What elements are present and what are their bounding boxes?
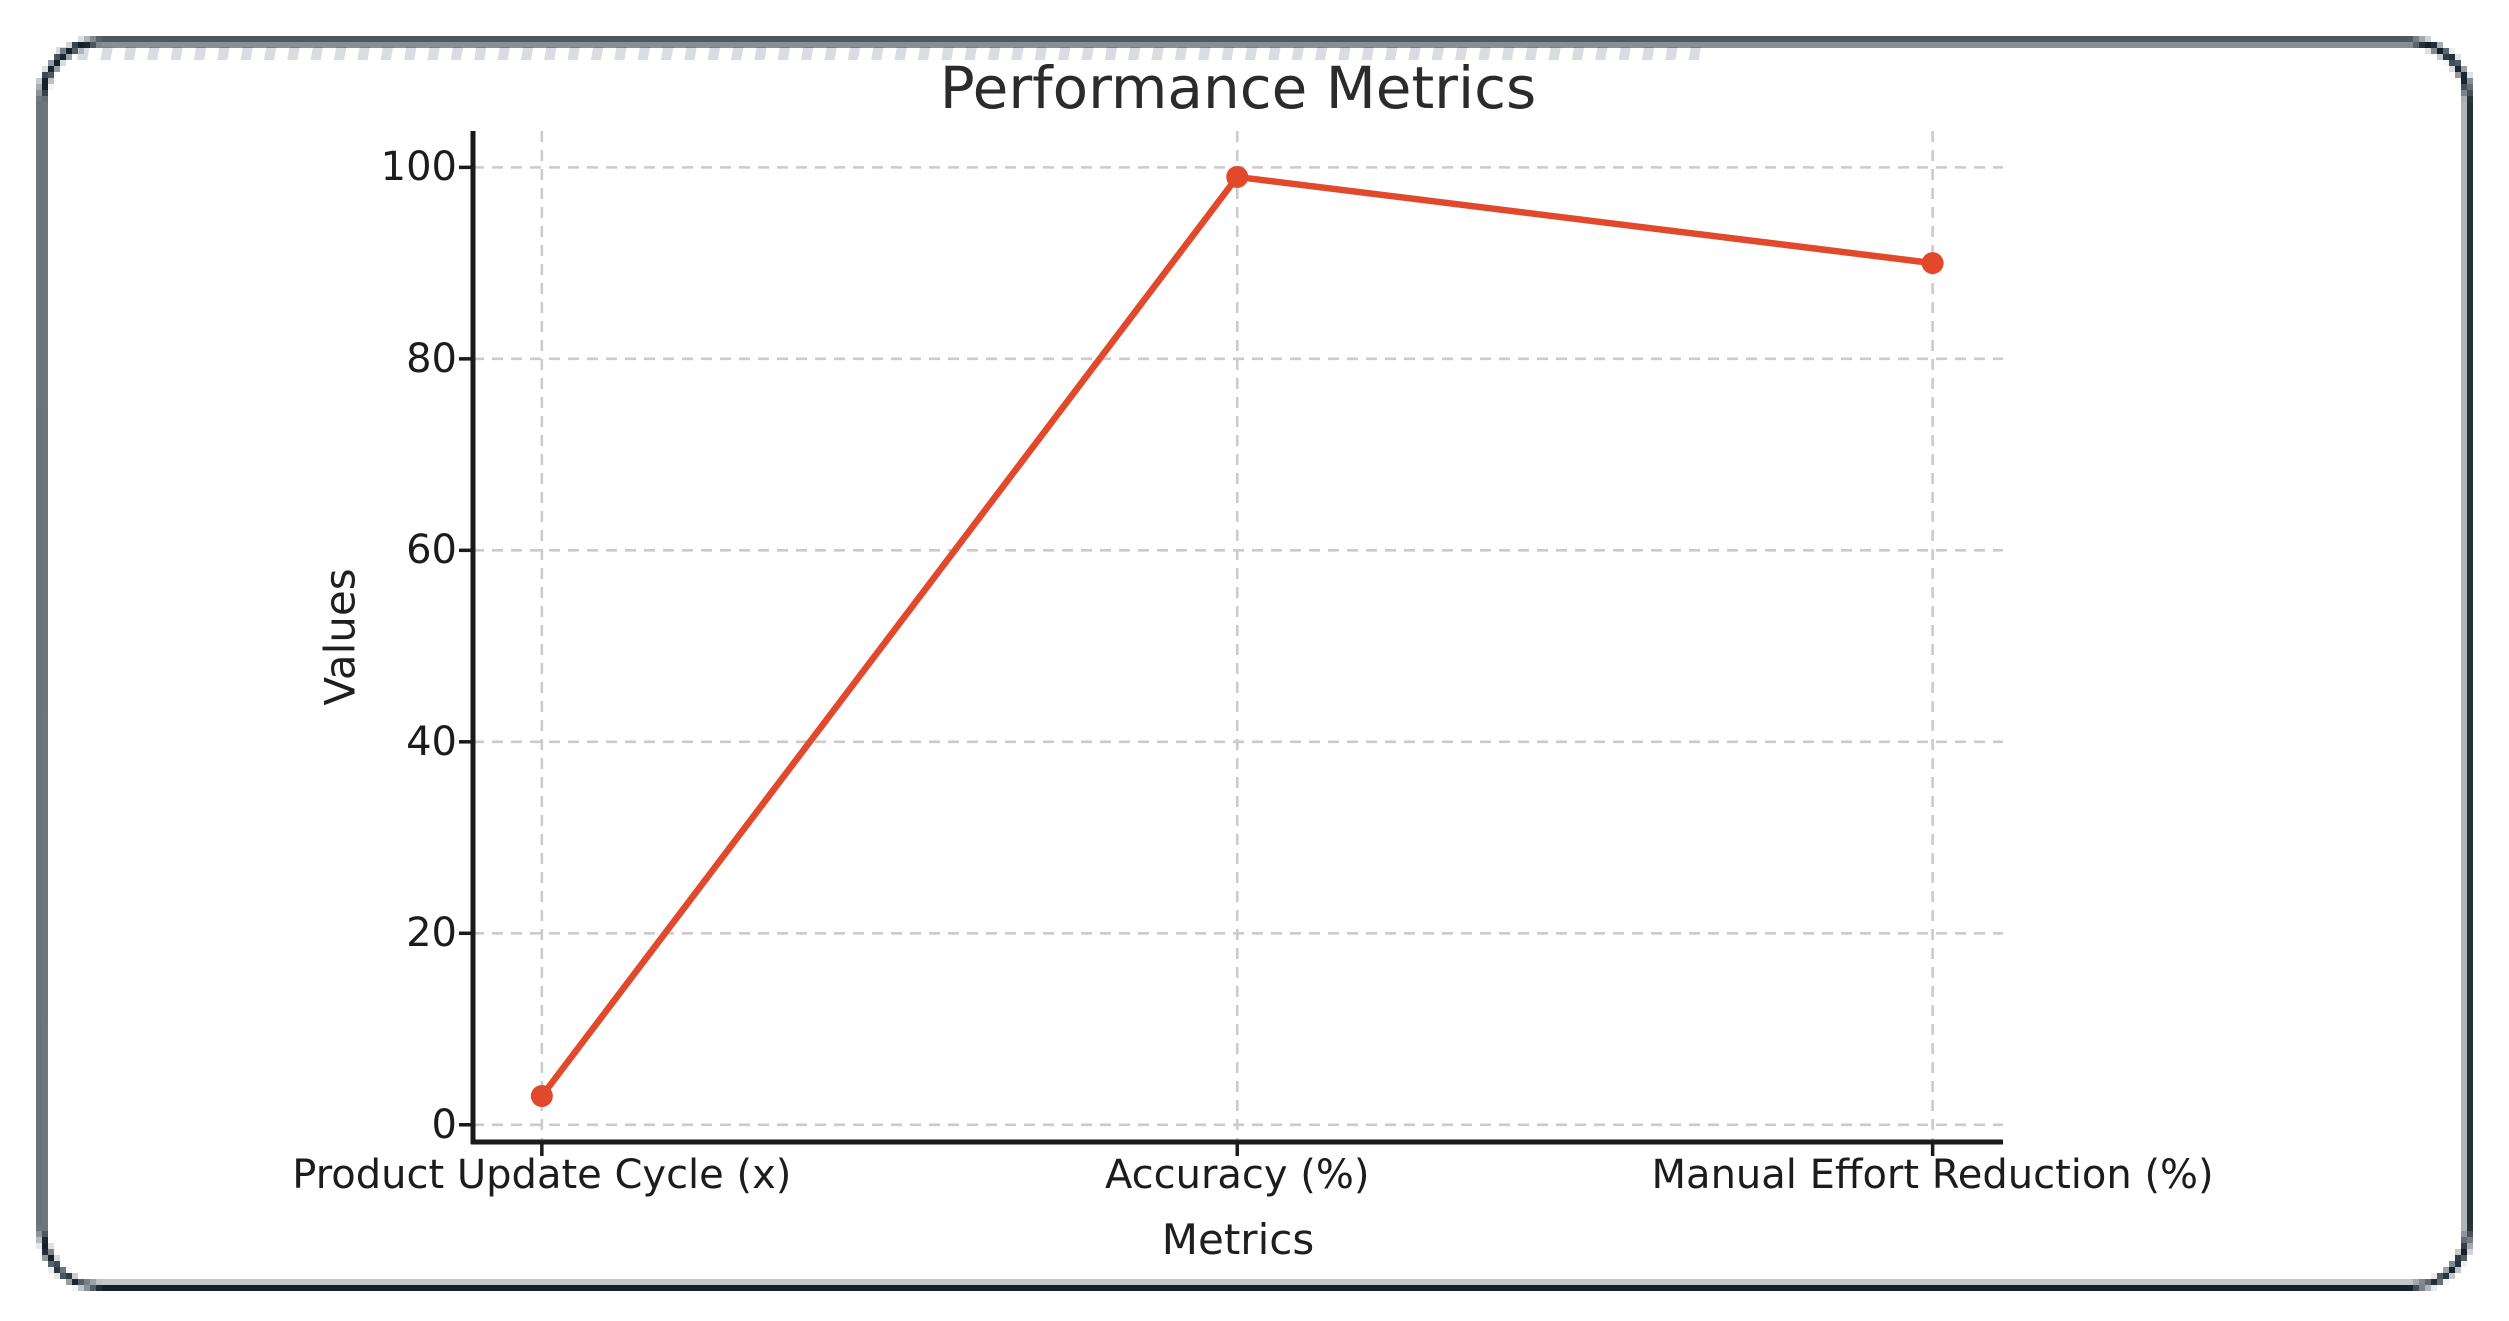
y-tick-label: 20: [406, 910, 457, 957]
x-axis-label: Metrics: [1161, 1215, 1315, 1264]
y-tick-label: 40: [406, 718, 457, 765]
y-tick-label: 0: [431, 1101, 457, 1148]
y-tick-label: 60: [406, 527, 457, 574]
x-tick-label: Manual Effort Reduction (%): [1651, 1152, 2214, 1198]
y-tick-label: 100: [380, 144, 457, 191]
data-point: [1921, 252, 1944, 275]
y-axis-label-text: Values: [315, 568, 365, 706]
data-point: [530, 1085, 553, 1108]
y-tick-label: 80: [406, 335, 457, 382]
data-point: [1226, 165, 1249, 188]
chart-title: Performance Metrics: [939, 54, 1537, 122]
top-edge-moire-artifact: [56, 47, 1701, 60]
